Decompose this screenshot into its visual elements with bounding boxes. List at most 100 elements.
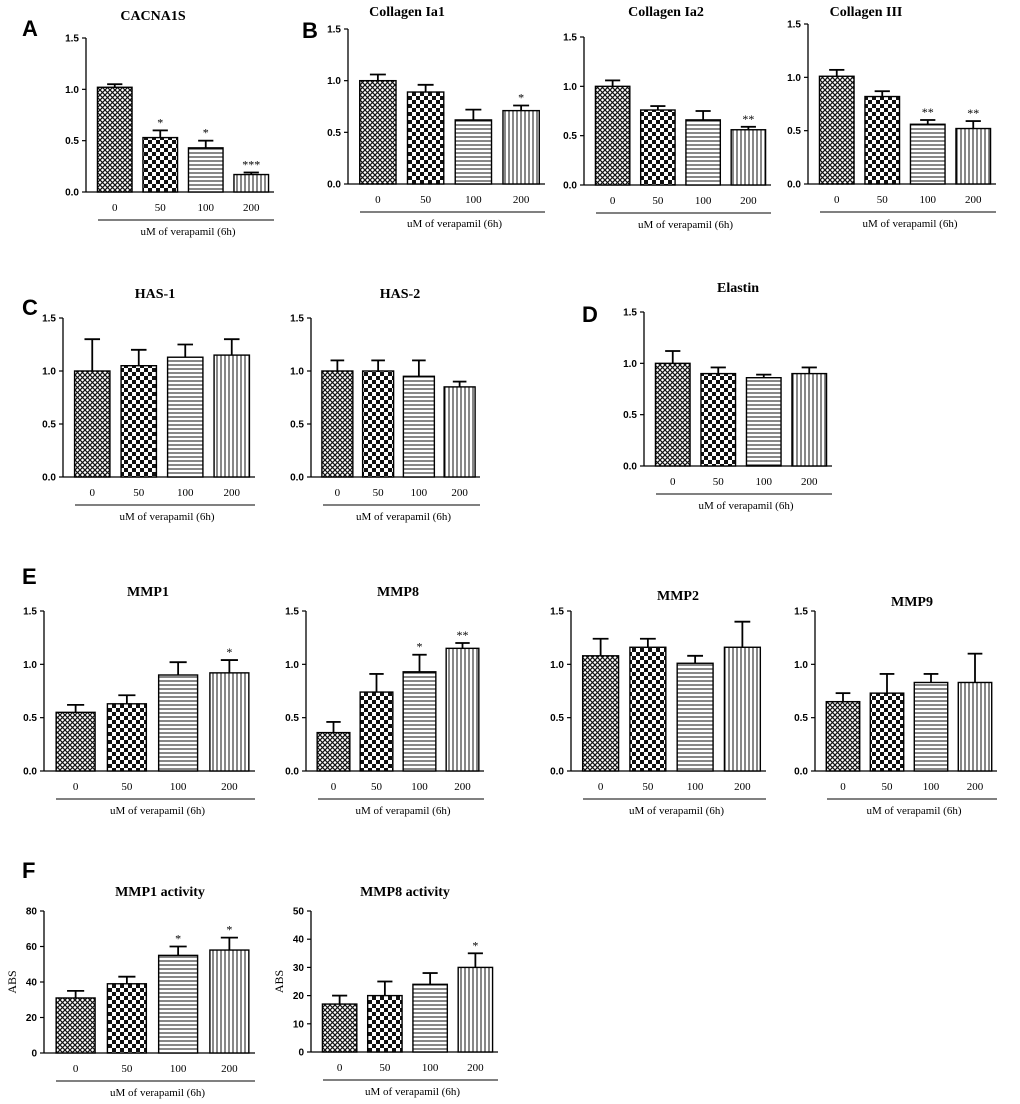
x-tick-label: 100 (198, 202, 215, 214)
x-tick-label: 200 (967, 781, 984, 793)
bar-100 (685, 119, 722, 186)
significance-marker: * (226, 645, 232, 659)
y-tick-label: 40 (293, 935, 305, 946)
significance-marker: ** (742, 112, 754, 126)
bar-200 (955, 127, 992, 185)
bar-200 (957, 681, 993, 772)
bar-200 (791, 372, 828, 467)
bar-50 (864, 95, 901, 185)
x-tick-label: 50 (373, 487, 385, 499)
bar-0 (96, 86, 133, 193)
chart-col1a1: Collagen Ia1 0.0 0.5 1.0 1.5 0 50 100 * 200 uM of … (327, 5, 545, 230)
y-tick-label: 1.5 (794, 607, 808, 618)
bar-100 (402, 671, 437, 772)
x-axis-label: uM of verapamil (6h) (356, 511, 451, 523)
bar-200 (209, 672, 250, 772)
bar-0 (321, 370, 354, 478)
bar-50 (639, 109, 676, 186)
x-tick-label: 50 (652, 195, 664, 207)
x-tick-label: 0 (90, 487, 96, 499)
y-tick-label: 1.5 (787, 20, 801, 31)
bar-100 (166, 356, 204, 478)
chart-mmp1act: MMP1 activity 0 20 40 60 80 ABS 0 50 * 100 * 200 uM o… (5, 885, 255, 1099)
bar-50 (869, 692, 905, 772)
x-axis-label: uM of verapamil (6h) (867, 805, 962, 817)
x-axis-label: uM of verapamil (6h) (120, 511, 215, 523)
panel-label-a: A (22, 16, 38, 41)
x-tick-label: 100 (465, 194, 482, 206)
y-tick-label: 0.0 (42, 473, 56, 484)
x-tick-label: 200 (243, 202, 260, 214)
significance-marker: * (157, 115, 163, 129)
y-tick-label: 30 (293, 963, 305, 974)
y-tick-label: 0.5 (290, 420, 304, 431)
chart-title: HAS-2 (380, 287, 420, 302)
x-tick-label: 50 (133, 487, 145, 499)
x-tick-label: 0 (670, 476, 676, 488)
bar-0 (818, 75, 855, 185)
y-tick-label: 0.0 (550, 767, 564, 778)
x-tick-label: 100 (756, 476, 773, 488)
y-tick-label: 0.0 (787, 180, 801, 191)
y-tick-label: 1.5 (23, 607, 37, 618)
y-tick-label: 0.0 (65, 188, 79, 199)
x-tick-label: 100 (411, 487, 428, 499)
chart-title: Collagen III (830, 5, 903, 20)
significance-marker: * (518, 90, 524, 104)
bar-50 (361, 370, 395, 478)
bar-100 (157, 674, 199, 772)
x-tick-label: 50 (371, 781, 383, 793)
y-tick-label: 0.5 (563, 131, 577, 142)
x-tick-label: 50 (155, 202, 167, 214)
x-tick-label: 50 (713, 476, 725, 488)
bar-50 (366, 994, 403, 1053)
x-tick-label: 200 (224, 487, 241, 499)
x-tick-label: 50 (877, 194, 889, 206)
chart-mmp2: MMP2 0.0 0.5 1.0 1.5 0 50 100 200 uM of verapamil… (550, 589, 766, 817)
y-tick-label: 1.5 (42, 314, 56, 325)
significance-marker: ** (967, 106, 979, 120)
significance-marker: ** (922, 105, 934, 119)
chart-title: MMP1 activity (115, 885, 205, 900)
y-axis-label: ABS (5, 970, 19, 993)
y-tick-label: 0.5 (285, 713, 299, 724)
x-tick-label: 50 (882, 781, 894, 793)
x-tick-label: 100 (170, 1063, 187, 1075)
x-tick-label: 0 (834, 194, 840, 206)
x-axis-label: uM of verapamil (6h) (356, 805, 451, 817)
bar-50 (359, 691, 394, 772)
x-tick-label: 50 (420, 194, 432, 206)
panel-label-d: D (582, 302, 598, 327)
x-tick-label: 50 (121, 1063, 133, 1075)
significance-marker: *** (242, 157, 260, 171)
chart-cacna1s: CACNA1S 0.0 0.5 1.0 1.5 0 * 50 * 100 *** 200 uM of v… (65, 9, 274, 238)
y-tick-label: 0.5 (327, 128, 341, 139)
bar-100 (454, 119, 493, 185)
x-tick-label: 100 (695, 195, 712, 207)
y-tick-label: 1.0 (65, 85, 79, 96)
y-tick-label: 1.5 (550, 607, 564, 618)
bar-100 (909, 123, 946, 185)
bar-50 (106, 703, 148, 772)
bar-50 (142, 136, 179, 193)
chart-title: MMP8 (377, 585, 419, 600)
bar-0 (594, 85, 631, 186)
x-axis-label: uM of verapamil (6h) (110, 805, 205, 817)
bar-0 (55, 997, 96, 1054)
chart-title: MMP8 activity (360, 885, 450, 900)
y-tick-label: 1.5 (65, 34, 79, 45)
chart-mmp9: MMP9 0.0 0.5 1.0 1.5 0 50 100 200 uM of verapamil… (794, 595, 997, 817)
bar-200 (233, 173, 270, 193)
y-tick-label: 0.5 (42, 420, 56, 431)
y-tick-label: 20 (293, 991, 305, 1002)
significance-marker: * (226, 923, 232, 937)
y-tick-label: 0 (31, 1049, 37, 1060)
bar-100 (676, 662, 714, 772)
y-tick-label: 1.0 (327, 76, 341, 87)
x-axis-label: uM of verapamil (6h) (141, 226, 236, 238)
bar-0 (316, 731, 351, 772)
y-tick-label: 1.0 (23, 660, 37, 671)
x-tick-label: 0 (73, 1063, 79, 1075)
y-tick-label: 1.5 (327, 25, 341, 36)
